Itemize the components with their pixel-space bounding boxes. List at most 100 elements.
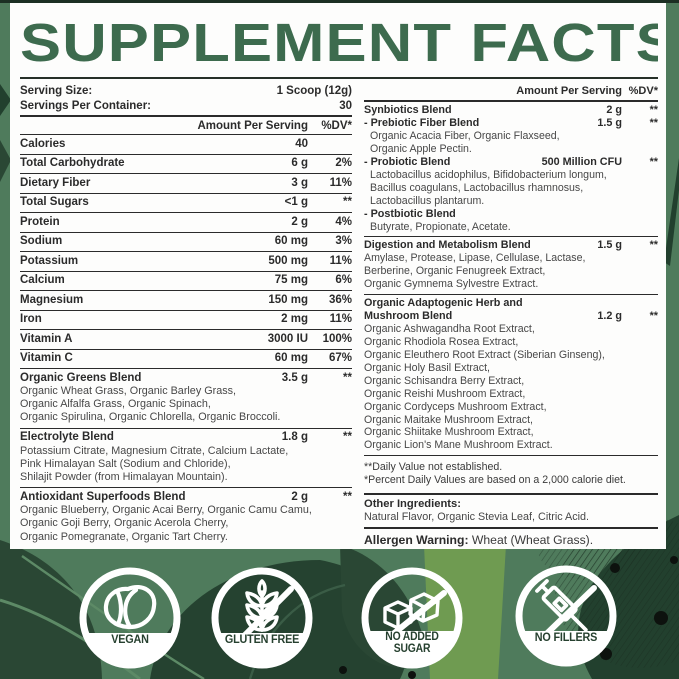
serving-size-row: Serving Size: 1 Scoop (12g) — [20, 84, 352, 99]
sub-blend-ingredients: Butyrate, Propionate, Acetate. — [370, 220, 511, 233]
panel-title: SUPPLEMENT FACTS — [20, 11, 658, 71]
nutrient-row: Iron 2 mg 11% — [20, 309, 352, 330]
nutrient-label: Protein — [20, 215, 60, 228]
sub-blend-name: - Postbiotic Blend — [364, 207, 456, 220]
panel-title-text: SUPPLEMENT FACTS — [20, 13, 658, 71]
nutrient-dv: 36% — [328, 293, 352, 306]
blend-dv: ** — [649, 239, 658, 252]
nutrient-dv: 6% — [335, 274, 352, 286]
dark-leaf-left — [0, 540, 102, 679]
amount-per-serving-header: Amount Per Serving — [197, 120, 308, 132]
nutrient-row: Magnesium 150 mg 36% — [20, 290, 352, 310]
badge-label: NO ADDED SUGAR — [385, 631, 439, 655]
facts-left-column: Serving Size: 1 Scoop (12g) Servings Per… — [20, 84, 352, 551]
badge-gluten-free: GLUTEN FREE — [210, 566, 314, 670]
title-divider — [20, 77, 658, 79]
sub-blend-dv: ** — [649, 155, 658, 168]
seed-dot — [339, 666, 347, 674]
blend-amount: 2 g — [606, 104, 622, 116]
servings-per-container-value: 30 — [339, 99, 352, 112]
nutrient-label: Iron — [20, 313, 42, 325]
blend-name: Electrolyte Blend — [20, 431, 114, 444]
nutrient-row: Vitamin C 60 mg 67% — [20, 348, 352, 369]
blend-name: Digestion and Metabolism Blend — [364, 239, 531, 252]
sub-blend-ingredients: Organic Acacia Fiber, Organic Flaxseed, … — [370, 130, 560, 155]
nutrient-label: Potassium — [20, 254, 79, 267]
blend-name-line2: Mushroom Blend — [364, 310, 453, 323]
nutrient-amount: 150 mg — [268, 293, 308, 306]
facts-right-column: Amount Per Serving %DV* Synbiotics Blend… — [364, 84, 658, 551]
blend-amount: 2 g — [291, 490, 308, 503]
amount-per-serving-header: Amount Per Serving — [516, 85, 622, 97]
sub-blend-name: - Probiotic Blend — [364, 155, 451, 168]
servings-per-container-label: Servings Per Container: — [20, 99, 152, 112]
allergen-warning-value: Wheat (Wheat Grass). — [471, 533, 594, 548]
divider — [20, 115, 352, 117]
footnotes-section: **Daily Value not established. *Percent … — [364, 455, 658, 493]
badge-no-fillers: NO FILLERS — [514, 564, 618, 668]
blend-dv: ** — [343, 431, 352, 444]
nutrient-row: Calcium 75 mg 6% — [20, 270, 352, 291]
nutrient-amount: 2 g — [291, 215, 308, 228]
blend-amount: 1.8 g — [281, 431, 308, 444]
nutrient-dv: 11% — [329, 254, 352, 267]
blend-amount: 1.5 g — [597, 239, 622, 252]
serving-size-label: Serving Size: — [20, 85, 93, 97]
blend-dv: ** — [343, 371, 352, 384]
nutrient-amount: 6 g — [291, 157, 308, 169]
blend-name: Synbiotics Blend — [364, 104, 452, 116]
seed-dot — [670, 556, 678, 564]
seed-dot — [610, 563, 620, 573]
facts-panel: SUPPLEMENT FACTS Serving Size: 1 Scoop (… — [10, 3, 666, 549]
nutrient-dv — [308, 138, 352, 152]
nutrient-label: Calories — [20, 137, 66, 150]
nutrient-dv: 100% — [322, 332, 352, 345]
sub-blend-dv: ** — [649, 117, 658, 129]
nutrient-amount: 40 — [295, 137, 308, 150]
right-table-header: Amount Per Serving %DV* — [364, 84, 658, 100]
nutrient-dv: ** — [343, 196, 352, 208]
badge-label: NO FILLERS — [534, 630, 598, 644]
other-ingredients-label: Other Ingredients: — [364, 498, 461, 511]
other-ingredients-value: Natural Flavor, Organic Stevia Leaf, Cit… — [364, 511, 590, 524]
badge-label: VEGAN — [111, 632, 149, 646]
nutrient-amount: 60 mg — [274, 235, 308, 247]
nutrient-label: Vitamin C — [20, 352, 73, 364]
blend-name: Organic Greens Blend — [20, 371, 142, 384]
nutrient-amount: <1 g — [284, 196, 308, 208]
blend-ingredients: Potassium Citrate, Magnesium Citrate, Ca… — [20, 444, 289, 484]
blend-amount: 3.5 g — [281, 371, 308, 384]
allergen-warning-section: Allergen Warning: Wheat (Wheat Grass). — [364, 527, 658, 551]
synbiotics-blend: Synbiotics Blend 2 g ** - Prebiotic Fibe… — [364, 100, 658, 236]
nutrient-dv: 11% — [329, 176, 352, 189]
badge-no-added-sugar: NO ADDED SUGAR — [360, 566, 464, 670]
dv-header: %DV* — [628, 85, 658, 97]
sub-blend-amount: 500 Million CFU — [541, 155, 622, 168]
gluten-free-wheat-icon — [211, 567, 313, 669]
nutrient-row: Calories 40 — [20, 134, 352, 154]
allergen-warning-label: Allergen Warning: — [364, 533, 469, 548]
sub-blend-amount: 1.5 g — [597, 117, 622, 129]
nutrient-row: Potassium 500 mg 11% — [20, 251, 352, 271]
badge-label: GLUTEN FREE — [224, 632, 300, 646]
daily-value-footnotes: **Daily Value not established. *Percent … — [364, 461, 626, 487]
blend-ingredients: Organic Wheat Grass, Organic Barley Gras… — [20, 385, 281, 424]
no-fillers-syringe-icon — [515, 565, 617, 667]
nutrient-label: Sodium — [20, 235, 63, 247]
nutrient-amount: 500 mg — [268, 254, 308, 267]
vegan-plant-icon — [79, 567, 181, 669]
blend-amount: 1.2 g — [597, 310, 622, 323]
no-added-sugar-cubes-icon — [361, 567, 463, 669]
nutrient-row: Vitamin A 3000 IU 100% — [20, 329, 352, 349]
sub-blend-name: - Prebiotic Fiber Blend — [364, 117, 480, 129]
blend-dv: ** — [649, 104, 658, 116]
blend-name: Antioxidant Superfoods Blend — [20, 490, 186, 503]
blend-dv: ** — [343, 490, 352, 503]
blend-ingredients: Organic Ashwagandha Root Extract, Organi… — [364, 323, 605, 452]
seed-dot — [654, 611, 668, 625]
sub-blend-ingredients: Lactobacillus acidophilus, Bifidobacteri… — [370, 168, 607, 207]
nutrient-label: Vitamin A — [20, 332, 73, 345]
organic-greens-blend: Organic Greens Blend 3.5 g ** Organic Wh… — [20, 368, 352, 428]
nutrient-label: Dietary Fiber — [20, 176, 91, 189]
nutrient-amount: 75 mg — [274, 274, 308, 286]
